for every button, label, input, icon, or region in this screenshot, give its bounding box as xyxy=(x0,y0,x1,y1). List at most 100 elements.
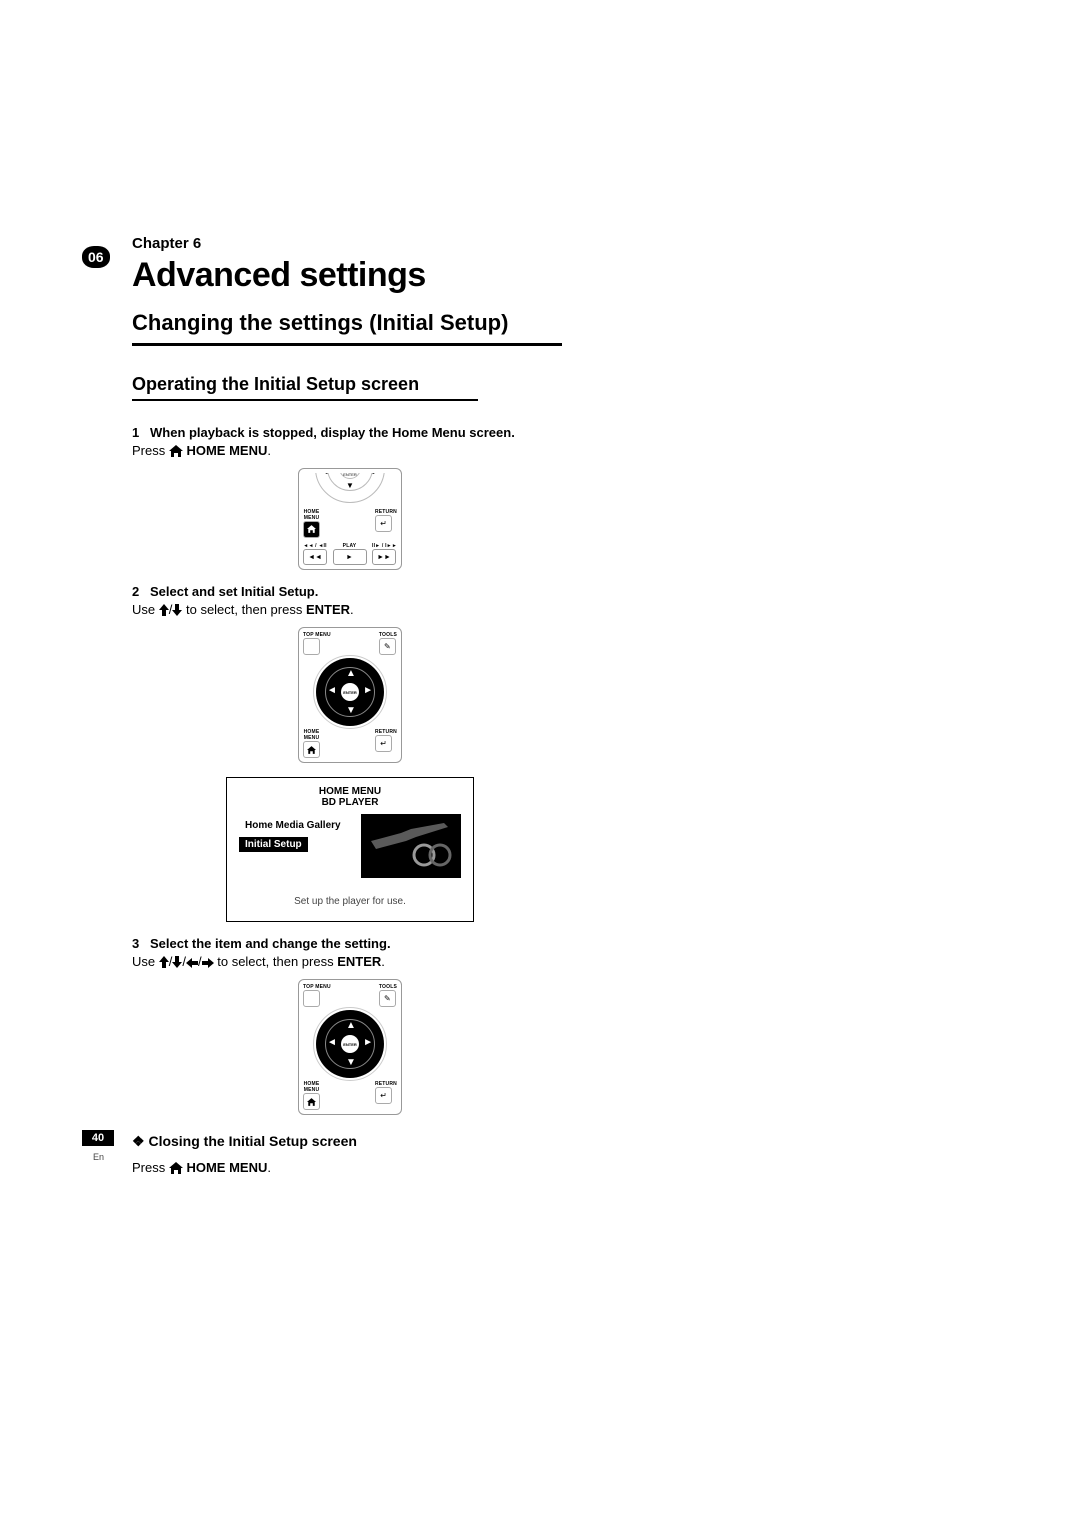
down-arrow-icon: ▼ xyxy=(346,705,356,716)
home-menu-corner: HOME MENU xyxy=(303,729,320,758)
subsection-divider xyxy=(132,399,478,401)
down-arrow-icon: ▼ xyxy=(346,481,354,490)
remote-diagram-2: TOP MENU TOOLS ✎ ENTER ▲ ▼ ◄ ► xyxy=(298,627,402,763)
top-menu-btn-icon xyxy=(303,638,320,655)
home-menu-btn-icon xyxy=(303,1093,320,1110)
remote-dial-3: ENTER ▲ ▼ ◄ ► xyxy=(313,1007,387,1081)
rev-label: ◄◄ / ◄II xyxy=(303,544,327,550)
tv-title-2: BD PLAYER xyxy=(239,797,461,808)
remote-corner-row: HOME MENU RETURN ↵ xyxy=(303,509,397,538)
fwd-col: II► / I►► ►► xyxy=(372,544,397,566)
right-arrow-icon: ► xyxy=(371,473,379,476)
home-menu-key: HOME MENU xyxy=(186,443,267,458)
period-2: . xyxy=(350,602,354,617)
down-arrow-icon xyxy=(172,956,182,971)
subsection-title: Operating the Initial Setup screen xyxy=(132,374,568,395)
closing-instruction: Press HOME MENU. xyxy=(132,1160,568,1177)
step-1: 1 When playback is stopped, display the … xyxy=(132,425,568,460)
up-arrow-icon: ▲ xyxy=(346,1020,356,1031)
rev-button-icon: ◄◄ xyxy=(303,549,327,565)
step-2-instruction: Use / to select, then press ENTER. xyxy=(132,602,568,619)
left-arrow-icon: ◄ xyxy=(321,473,329,476)
step-1-title-row: 1 When playback is stopped, display the … xyxy=(132,425,568,440)
tv-content-row: Home Media Gallery Initial Setup xyxy=(239,814,461,878)
enter-key-3: ENTER xyxy=(337,954,381,969)
right-arrow-icon xyxy=(202,956,214,971)
menu-item-initial-setup-selected: Initial Setup xyxy=(239,837,308,852)
return-label: RETURN xyxy=(375,729,397,735)
return-corner: RETURN ↵ xyxy=(375,729,397,758)
tv-menu-column: Home Media Gallery Initial Setup xyxy=(239,814,347,852)
fwd-button-icon: ►► xyxy=(372,549,396,565)
section-divider xyxy=(132,343,562,346)
step-3-title: Select the item and change the setting. xyxy=(150,936,391,951)
up-arrow-icon xyxy=(159,956,169,971)
press-label: Press xyxy=(132,443,169,458)
menu-item-home-media: Home Media Gallery xyxy=(239,818,347,833)
return-corner: RETURN ↵ xyxy=(375,509,397,538)
step-1-title: When playback is stopped, display the Ho… xyxy=(150,425,515,440)
fwd-label: II► / I►► xyxy=(372,544,397,550)
return-btn-icon: ↵ xyxy=(375,1087,392,1104)
tv-caption: Set up the player for use. xyxy=(239,896,461,907)
use-label: Use xyxy=(132,602,159,617)
return-btn-icon: ↵ xyxy=(375,515,392,532)
play-button-icon: ► xyxy=(333,549,367,565)
manual-page: 06 Chapter 6 Advanced settings Changing … xyxy=(0,0,1080,1524)
step-2-title: Select and set Initial Setup. xyxy=(150,584,318,599)
remote-top-row: TOP MENU TOOLS ✎ xyxy=(303,632,397,655)
home-menu-btn-icon xyxy=(303,741,320,758)
tools-label: TOOLS xyxy=(379,984,397,990)
step-3-instruction: Use / / / to select, then press ENTER. xyxy=(132,954,568,971)
down-arrow-icon: ▼ xyxy=(346,1057,356,1068)
top-menu-label: TOP MENU xyxy=(303,632,331,638)
left-arrow-icon xyxy=(186,956,198,971)
top-menu-corner: TOP MENU xyxy=(303,984,331,1007)
period-closing: . xyxy=(267,1160,271,1175)
chapter-label: Chapter 6 xyxy=(132,235,568,252)
chapter-title: Advanced settings xyxy=(132,256,568,295)
step-3: 3 Select the item and change the setting… xyxy=(132,936,568,971)
section-title: Changing the settings (Initial Setup) xyxy=(132,309,568,337)
home-icon xyxy=(169,1162,183,1177)
tools-btn-icon: ✎ xyxy=(379,638,396,655)
enter-button-icon: ENTER xyxy=(341,1035,359,1053)
tools-label: TOOLS xyxy=(379,632,397,638)
right-arrow-icon: ► xyxy=(363,1037,373,1048)
page-number-badge: 40 xyxy=(82,1130,114,1146)
home-menu-key-closing: HOME MENU xyxy=(186,1160,267,1175)
period-3: . xyxy=(381,954,385,969)
left-arrow-icon: ◄ xyxy=(327,1037,337,1048)
tv-title-1: HOME MENU xyxy=(239,786,461,797)
home-menu-corner: HOME MENU xyxy=(303,1081,320,1110)
page-language: En xyxy=(93,1152,104,1162)
right-arrow-icon: ► xyxy=(363,685,373,696)
tools-corner: TOOLS ✎ xyxy=(379,632,397,655)
home-menu-label: HOME MENU xyxy=(303,729,320,741)
return-corner: RETURN ↵ xyxy=(375,1081,397,1110)
remote-diagram-1: ENTER ◄ ▼ ► HOME MENU RETURN ↵ xyxy=(298,468,402,571)
top-menu-corner: TOP MENU xyxy=(303,632,331,655)
down-arrow-icon xyxy=(172,604,182,619)
step-1-number: 1 xyxy=(132,425,150,440)
enter-key: ENTER xyxy=(306,602,350,617)
remote-dial-partial: ENTER ◄ ▼ ► xyxy=(303,473,397,509)
to-select-label-3: to select, then press xyxy=(217,954,337,969)
up-arrow-icon: ▲ xyxy=(346,668,356,679)
enter-button-icon: ENTER xyxy=(341,683,359,701)
step-3-title-row: 3 Select the item and change the setting… xyxy=(132,936,568,951)
step-3-number: 3 xyxy=(132,936,150,951)
home-menu-label: HOME MENU xyxy=(303,509,320,521)
step-2: 2 Select and set Initial Setup. Use / to… xyxy=(132,584,568,619)
use-label-3: Use xyxy=(132,954,159,969)
to-select-label: to select, then press xyxy=(186,602,306,617)
step-1-instruction: Press HOME MENU. xyxy=(132,443,568,460)
tools-btn-icon: ✎ xyxy=(379,990,396,1007)
remote-bottom-row: HOME MENU RETURN ↵ xyxy=(303,729,397,758)
home-icon xyxy=(169,445,183,460)
rev-col: ◄◄ / ◄II ◄◄ xyxy=(303,544,327,566)
remote-top-row-3: TOP MENU TOOLS ✎ xyxy=(303,984,397,1007)
play-col: PLAY ► xyxy=(333,544,367,566)
top-menu-btn-icon xyxy=(303,990,320,1007)
period: . xyxy=(267,443,271,458)
